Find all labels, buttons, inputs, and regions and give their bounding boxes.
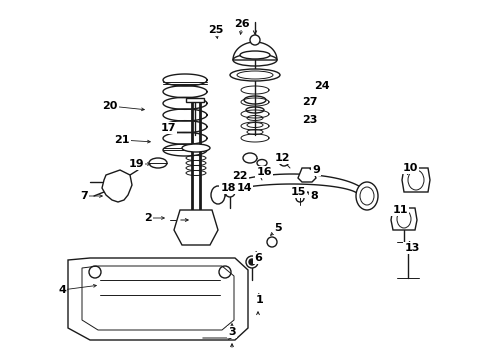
Text: 17: 17 xyxy=(160,123,176,133)
Ellipse shape xyxy=(211,186,225,204)
Text: 4: 4 xyxy=(58,285,66,295)
Polygon shape xyxy=(217,174,367,196)
Ellipse shape xyxy=(356,182,378,210)
Text: 3: 3 xyxy=(228,327,236,337)
Text: 12: 12 xyxy=(274,153,290,163)
Polygon shape xyxy=(298,168,316,182)
Text: 27: 27 xyxy=(302,97,318,107)
Text: 14: 14 xyxy=(236,183,252,193)
Text: 23: 23 xyxy=(302,115,318,125)
Ellipse shape xyxy=(243,153,257,163)
Text: 16: 16 xyxy=(256,167,272,177)
Text: 20: 20 xyxy=(102,101,118,111)
Circle shape xyxy=(279,156,289,166)
Polygon shape xyxy=(402,168,430,192)
Text: 7: 7 xyxy=(80,191,88,201)
Text: 22: 22 xyxy=(232,171,248,181)
Text: 19: 19 xyxy=(128,159,144,169)
Text: 6: 6 xyxy=(254,253,262,263)
Text: 15: 15 xyxy=(290,187,306,197)
Polygon shape xyxy=(102,170,132,202)
Text: 18: 18 xyxy=(220,183,236,193)
Text: 5: 5 xyxy=(274,223,282,233)
Text: 13: 13 xyxy=(404,243,420,253)
Text: 10: 10 xyxy=(402,163,417,173)
Text: 21: 21 xyxy=(114,135,130,145)
Ellipse shape xyxy=(257,159,267,166)
Circle shape xyxy=(249,259,255,265)
Polygon shape xyxy=(233,42,277,60)
Text: 8: 8 xyxy=(310,191,318,201)
Ellipse shape xyxy=(182,144,210,152)
Polygon shape xyxy=(174,210,218,245)
Polygon shape xyxy=(186,98,204,102)
Circle shape xyxy=(250,35,260,45)
Text: 9: 9 xyxy=(312,165,320,175)
Text: 24: 24 xyxy=(314,81,330,91)
Polygon shape xyxy=(68,258,248,340)
Ellipse shape xyxy=(230,69,280,81)
Polygon shape xyxy=(391,208,417,230)
Text: 26: 26 xyxy=(234,19,250,29)
Text: 11: 11 xyxy=(392,205,408,215)
Text: 2: 2 xyxy=(144,213,152,223)
Ellipse shape xyxy=(240,51,270,59)
Text: 1: 1 xyxy=(256,295,264,305)
Text: 25: 25 xyxy=(208,25,224,35)
